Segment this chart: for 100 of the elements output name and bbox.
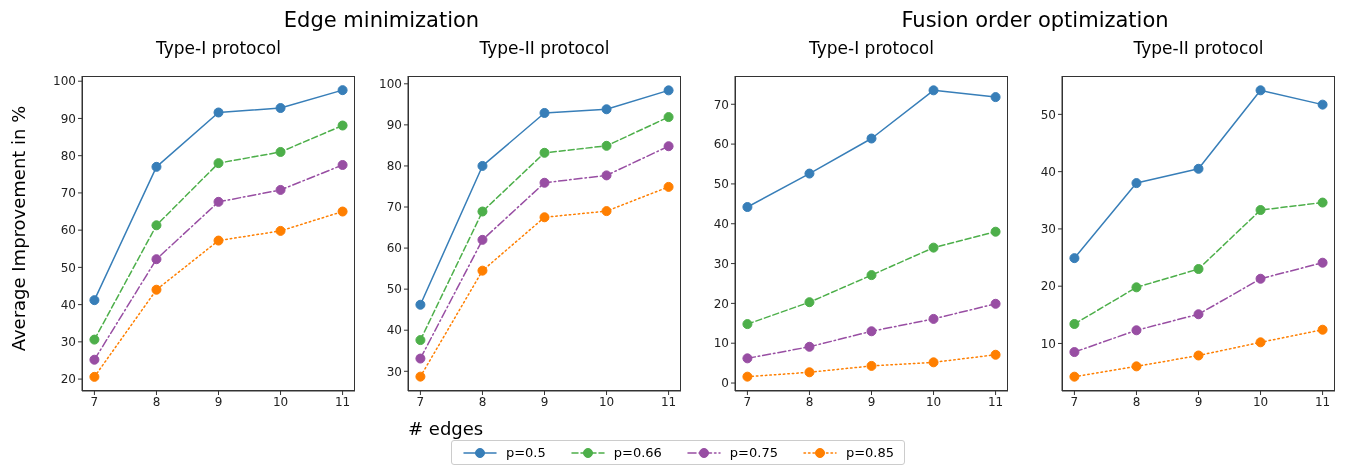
point [1069, 253, 1080, 264]
point [1069, 347, 1080, 358]
chart-title: Type-I protocol [808, 38, 935, 58]
y-tick-label: 40 [713, 217, 729, 231]
x-tick-label: 8 [478, 394, 487, 409]
y-tick-label: 40 [60, 297, 76, 312]
point [601, 170, 612, 181]
y-axis-title: Average Improvement in % [8, 105, 30, 351]
point [477, 206, 488, 217]
point [866, 133, 877, 144]
point [415, 353, 426, 364]
point [213, 158, 224, 169]
y-tick-label: 20 [713, 296, 729, 311]
y-tick-label: 90 [60, 111, 76, 126]
point [89, 334, 100, 345]
x-tick-label: 10 [1252, 394, 1269, 409]
point [151, 161, 162, 172]
legend-label: p=0.85 [845, 445, 895, 460]
x-tick-label: 7 [416, 394, 425, 409]
legend-label: p=0.75 [729, 445, 778, 460]
y-tick-label: 0 [721, 376, 729, 391]
point [1317, 197, 1328, 208]
y-tick-label: 50 [60, 260, 76, 275]
point [742, 371, 753, 382]
point [601, 104, 612, 115]
y-tick-label: 10 [713, 336, 729, 351]
point [928, 85, 939, 96]
point [89, 371, 100, 382]
point [804, 297, 815, 308]
point [539, 107, 550, 118]
point [928, 242, 939, 253]
x-tick-label: 10 [925, 394, 942, 409]
y-tick-label: 30 [1040, 222, 1056, 237]
point [928, 357, 939, 368]
point [1193, 350, 1204, 361]
x-tick-label: 9 [214, 394, 223, 409]
point [1193, 264, 1204, 275]
point [477, 160, 488, 171]
x-tick-label: 7 [1070, 394, 1079, 409]
point [337, 206, 348, 217]
point [1255, 337, 1266, 348]
point [1193, 163, 1204, 174]
point [213, 196, 224, 207]
point [151, 284, 162, 295]
point [477, 234, 488, 245]
y-tick-label: 20 [1040, 279, 1056, 294]
point [928, 313, 939, 324]
point [742, 202, 753, 213]
y-tick-label: 50 [713, 177, 729, 192]
point [1069, 371, 1080, 382]
point [151, 254, 162, 265]
chart-title: Type-I protocol [155, 38, 282, 58]
legend-label: p=0.66 [613, 445, 662, 460]
point [1069, 318, 1080, 329]
x-tick-label: 11 [660, 394, 677, 409]
point [601, 206, 612, 217]
point [213, 107, 224, 118]
y-tick-label: 60 [713, 137, 729, 152]
point [337, 85, 348, 96]
y-tick-label: 100 [53, 74, 76, 89]
y-tick-label: 30 [713, 256, 729, 271]
point [601, 140, 612, 151]
y-tick-label: 50 [1040, 107, 1056, 122]
point [1131, 282, 1142, 293]
y-tick-label: 30 [386, 364, 402, 379]
point [663, 181, 674, 192]
point [742, 353, 753, 364]
point [1131, 361, 1142, 372]
x-tick-label: 11 [334, 394, 351, 409]
point [89, 295, 100, 306]
point [275, 225, 286, 236]
point [804, 341, 815, 352]
point [275, 103, 286, 114]
point [1255, 205, 1266, 216]
point [539, 212, 550, 223]
point [275, 146, 286, 157]
point [539, 147, 550, 158]
point [1317, 257, 1328, 268]
point [742, 319, 753, 330]
legend-label: p=0.5 [505, 445, 546, 460]
point [990, 226, 1001, 237]
y-tick-label: 30 [60, 335, 76, 350]
x-tick-label: 11 [987, 394, 1004, 409]
point [275, 184, 286, 195]
x-tick-label: 11 [1314, 394, 1331, 409]
point [866, 360, 877, 371]
x-tick-label: 7 [90, 394, 99, 409]
x-tick-label: 8 [805, 394, 814, 409]
point [477, 265, 488, 276]
point [1131, 325, 1142, 336]
point [539, 177, 550, 188]
point [1255, 273, 1266, 284]
y-tick-label: 20 [60, 372, 76, 387]
point [663, 112, 674, 123]
text: Fusion order optimization [900, 8, 1170, 32]
point [1131, 178, 1142, 189]
point [804, 168, 815, 179]
y-tick-label: 80 [60, 148, 76, 163]
x-tick-label: 10 [598, 394, 615, 409]
x-tick-label: 8 [152, 394, 161, 409]
